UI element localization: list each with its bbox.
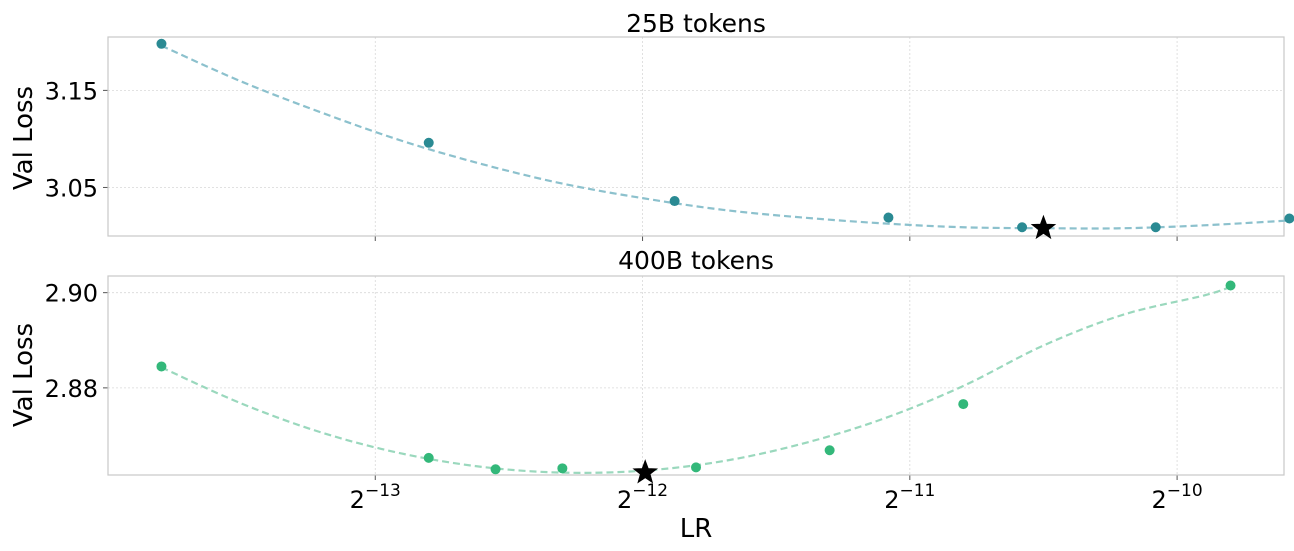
panel-top-ticks: 3.05 3.15 [45, 77, 1178, 241]
panel-top-points [156, 38, 1294, 233]
data-point [156, 38, 167, 49]
panel-top-fit-curve [161, 44, 1290, 230]
panel-top-optimum [1030, 214, 1057, 240]
data-point [557, 463, 568, 474]
data-point [1225, 280, 1236, 291]
y-tick-label: 2.90 [45, 280, 98, 308]
y-tick-label: 2.88 [45, 375, 98, 403]
data-point [1284, 213, 1294, 224]
panel-top-frame [107, 36, 1285, 237]
panel-bottom-points [156, 280, 1236, 475]
x-tick-label: 2−13 [350, 481, 401, 514]
panel-bottom: 400B tokens Val Loss 2−13 2−12 2−11 2−10 2.8… [9, 246, 1285, 544]
x-tick-label: 2−12 [617, 481, 668, 514]
data-point [958, 399, 969, 410]
x-tick-label: 2−11 [884, 481, 935, 514]
x-axis-label: LR [680, 514, 713, 544]
panel-bottom-ylabel: Val Loss [9, 323, 39, 427]
data-point [423, 452, 434, 463]
panel-top-title: 25B tokens [626, 9, 766, 38]
data-point [490, 464, 501, 475]
panel-bottom-title: 400B tokens [618, 246, 774, 275]
y-tick-label: 3.05 [45, 174, 98, 202]
data-point [1017, 222, 1028, 233]
data-point [1150, 222, 1161, 233]
panel-bottom-fit-curve [160, 285, 1231, 474]
data-point [423, 137, 434, 148]
optimum-star-marker [632, 459, 659, 484]
data-point [669, 196, 680, 207]
x-tick-label: 2−10 [1152, 481, 1203, 514]
panel-top-grid [108, 37, 1284, 236]
panel-top: 25B tokens Val Loss 3.05 3.15 [9, 9, 1294, 241]
optimum-star-marker [1030, 214, 1057, 240]
panel-top-ylabel: Val Loss [9, 86, 39, 190]
y-tick-label: 3.15 [45, 77, 98, 105]
panel-bottom-optimum [632, 459, 659, 484]
data-point [156, 361, 167, 372]
data-point [691, 462, 701, 473]
panel-bottom-grid [108, 276, 1284, 475]
panel-bottom-ticks: 2−13 2−12 2−11 2−10 2.88 2.90 [45, 280, 1203, 514]
data-point [883, 212, 894, 223]
data-point [824, 445, 835, 456]
panel-bottom-frame [107, 275, 1285, 476]
